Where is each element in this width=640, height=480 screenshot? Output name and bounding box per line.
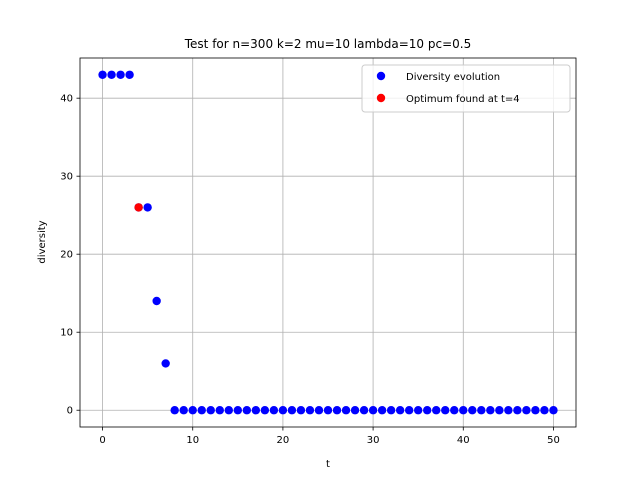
- diversity-point: [495, 406, 504, 415]
- diversity-point: [513, 406, 522, 415]
- diversity-point: [278, 406, 288, 415]
- legend-box: [361, 64, 571, 113]
- diversity-point: [152, 296, 161, 306]
- diversity-point: [305, 406, 315, 415]
- data-points: [98, 70, 558, 415]
- axis-ticks: 0 10 20 30 40 50 0 10 20 30 40: [60, 94, 560, 446]
- diversity-point: [549, 406, 558, 415]
- x-tick-label: 20: [277, 435, 290, 446]
- diversity-point: [215, 406, 224, 415]
- diversity-point: [98, 70, 107, 79]
- diversity-point: [432, 406, 441, 415]
- diversity-point: [423, 406, 432, 415]
- y-tick-label: 0: [67, 406, 73, 417]
- diversity-point: [386, 406, 396, 415]
- y-axis-label: diversity: [37, 220, 48, 263]
- diversity-point: [188, 406, 197, 415]
- diversity-point: [170, 406, 179, 415]
- diversity-point: [540, 406, 549, 415]
- diversity-point: [296, 406, 306, 415]
- diversity-point: [143, 203, 152, 212]
- y-tick-label: 10: [60, 328, 73, 339]
- y-tick-label: 20: [60, 250, 73, 261]
- legend: Diversity evolution Optimum found at t=4: [361, 64, 571, 113]
- diversity-point: [224, 406, 233, 415]
- y-tick-label: 40: [60, 94, 73, 105]
- optimum-point: [134, 203, 143, 212]
- diversity-point: [206, 406, 215, 415]
- diversity-point: [179, 406, 188, 415]
- diversity-point: [125, 70, 134, 79]
- diversity-point: [287, 406, 297, 415]
- diversity-point: [450, 406, 459, 415]
- diversity-point: [368, 406, 378, 415]
- diversity-point: [404, 406, 414, 415]
- diversity-point: [116, 70, 125, 79]
- diversity-point: [413, 406, 423, 415]
- x-tick-label: 50: [547, 435, 560, 446]
- diversity-point: [314, 406, 324, 415]
- diversity-point: [504, 406, 513, 415]
- diversity-point: [350, 406, 360, 415]
- y-tick-label: 30: [60, 172, 73, 183]
- plot-frame: [79, 57, 577, 428]
- diversity-point: [486, 406, 495, 415]
- diversity-point: [260, 406, 270, 415]
- diversity-point: [531, 406, 540, 415]
- chart-title: Test for n=300 k=2 mu=10 lambda=10 pc=0.…: [184, 37, 471, 51]
- x-tick-label: 0: [99, 435, 105, 446]
- x-axis-label: t: [326, 459, 330, 470]
- legend-marker-optimum: [376, 93, 386, 103]
- legend-label-optimum: Optimum found at t=4: [406, 94, 520, 105]
- x-tick-label: 40: [457, 435, 470, 446]
- diversity-point: [377, 406, 387, 415]
- diversity-point: [233, 406, 243, 415]
- diversity-point: [395, 406, 405, 415]
- diversity-point: [477, 406, 486, 415]
- diversity-point: [197, 406, 206, 415]
- diversity-point: [341, 406, 351, 415]
- legend-marker-diversity: [376, 71, 386, 81]
- diversity-point: [161, 359, 170, 368]
- diversity-point: [323, 406, 333, 415]
- diversity-point: [107, 70, 116, 79]
- diversity-point: [459, 406, 468, 415]
- diversity-point: [522, 406, 531, 415]
- diversity-point: [242, 406, 252, 415]
- diversity-point: [468, 406, 477, 415]
- diversity-point: [251, 406, 261, 415]
- x-tick-label: 10: [186, 435, 199, 446]
- diversity-point: [332, 406, 342, 415]
- diversity-point: [441, 406, 450, 415]
- diversity-point: [359, 406, 369, 415]
- x-tick-label: 30: [367, 435, 380, 446]
- legend-label-diversity: Diversity evolution: [406, 72, 500, 83]
- diversity-point: [269, 406, 279, 415]
